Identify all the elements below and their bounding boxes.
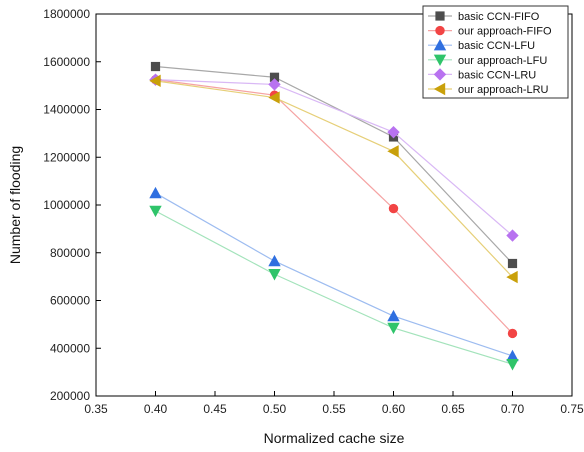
- series-2: [150, 74, 518, 339]
- y-tick-label: 1000000: [43, 198, 90, 212]
- y-tick-label: 200000: [50, 389, 90, 403]
- legend-label: our approach-LFU: [458, 55, 547, 67]
- y-tick-label: 400000: [50, 341, 90, 355]
- legend-box: [422, 5, 569, 99]
- data-point: [507, 258, 518, 269]
- legend: basic CCN-FIFO our approach-FIFO basic CCN…: [422, 5, 569, 99]
- data-point: [268, 254, 281, 267]
- data-point: [506, 349, 519, 362]
- series-line: [155, 210, 513, 365]
- data-point: [149, 74, 161, 88]
- legend-marker: [433, 82, 446, 96]
- y-tick-label: 1200000: [43, 150, 90, 164]
- x-tick-label: 0.75: [560, 402, 584, 416]
- data-point: [387, 309, 400, 322]
- x-axis-title: Normalized cache size: [264, 430, 405, 446]
- data-point: [387, 145, 399, 158]
- y-tick-label: 600000: [50, 294, 90, 308]
- data-point: [269, 72, 280, 82]
- y-axis-title: Number of flooding: [7, 146, 23, 264]
- data-point: [388, 203, 399, 214]
- data-point: [506, 270, 518, 284]
- y-tick-label: 1600000: [43, 55, 90, 69]
- data-point: [149, 186, 162, 199]
- series-line: [155, 65, 513, 264]
- legend-marker: [435, 11, 445, 21]
- data-point: [507, 328, 518, 339]
- x-axis: 0.35 0.40 0.45 0.50 0.55 0.60 0.65 0.70 0.75: [84, 391, 584, 416]
- y-axis: 200000 400000 600000 800000 1000000 1200000 14…: [43, 7, 101, 403]
- x-tick-label: 0.55: [322, 402, 346, 416]
- series-layer: [149, 61, 519, 371]
- legend-marker: [435, 25, 445, 36]
- legend-label: our approach-FIFO: [458, 26, 552, 38]
- data-point: [150, 61, 161, 72]
- y-tick-label: 800000: [50, 246, 90, 260]
- data-point: [506, 229, 519, 242]
- x-tick-label: 0.35: [84, 402, 108, 416]
- x-tick-label: 0.50: [263, 402, 287, 416]
- x-tick-label: 0.65: [441, 402, 465, 416]
- series-line: [155, 192, 513, 357]
- legend-marker: [433, 54, 447, 66]
- series-4: [149, 205, 519, 371]
- y-tick-label: 1400000: [43, 103, 90, 117]
- data-point: [268, 269, 281, 281]
- legend-marker: [433, 68, 447, 81]
- series-6: [149, 74, 518, 284]
- legend-label: basic CCN-LFU: [458, 40, 535, 52]
- legend-label: basic CCN-FIFO: [458, 11, 540, 23]
- series-line: [155, 79, 513, 334]
- series-line: [155, 79, 513, 237]
- legend-label: our approach-LRU: [458, 84, 549, 96]
- x-tick-label: 0.60: [382, 402, 406, 416]
- x-tick-label: 0.40: [144, 402, 168, 416]
- x-tick-label: 0.70: [501, 402, 525, 416]
- legend-marker: [433, 39, 447, 51]
- data-point: [149, 205, 162, 218]
- data-point: [268, 78, 281, 91]
- y-tick-label: 1800000: [43, 7, 90, 21]
- data-point: [387, 125, 400, 139]
- x-tick-label: 0.45: [203, 402, 227, 416]
- series-3: [149, 186, 519, 362]
- series-5: [149, 73, 519, 242]
- data-point: [506, 359, 519, 371]
- data-point: [268, 91, 280, 104]
- data-point: [387, 322, 400, 335]
- series-line: [155, 80, 513, 278]
- legend-label: basic CCN-LRU: [458, 69, 536, 81]
